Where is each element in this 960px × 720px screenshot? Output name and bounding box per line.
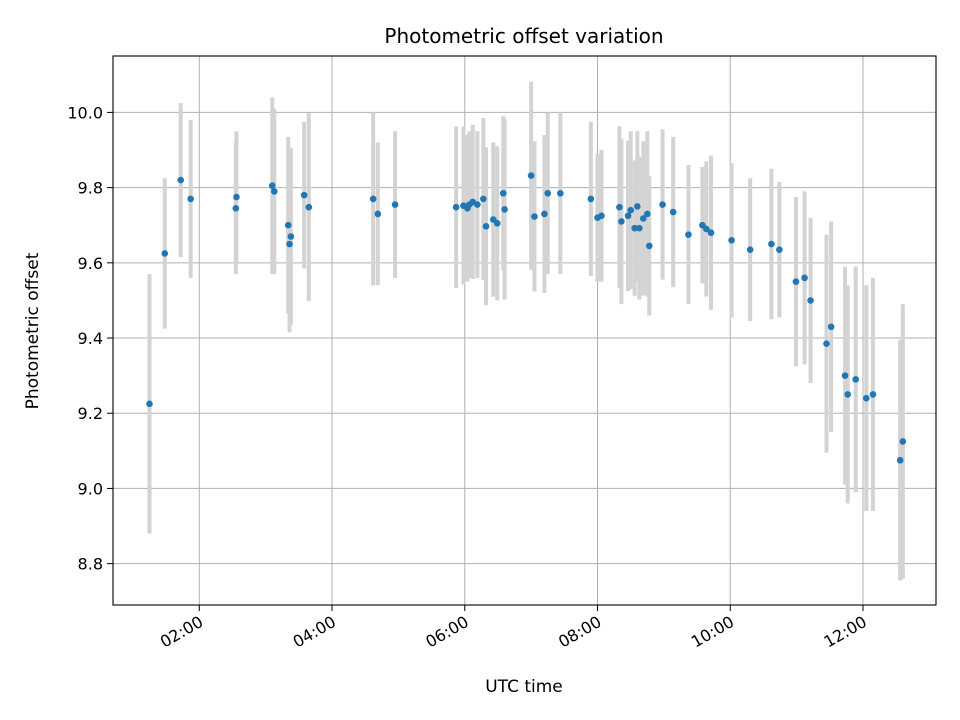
data-point-3 <box>187 195 194 203</box>
data-point-6 <box>268 182 276 190</box>
data-point-22 <box>480 195 487 203</box>
data-point-37 <box>618 218 625 225</box>
data-point-23 <box>482 223 490 230</box>
data-point-56 <box>792 278 800 285</box>
data-point-32 <box>557 189 564 197</box>
data-point-11 <box>300 191 308 199</box>
data-point-10 <box>287 233 295 240</box>
grid-lines <box>113 56 936 605</box>
data-point-5 <box>233 193 240 201</box>
data-point-25 <box>493 220 501 227</box>
data-point-15 <box>391 201 399 208</box>
y-axis-label: Photometric offset <box>23 252 43 409</box>
y-tick-label-3: 9.4 <box>78 329 103 348</box>
data-point-39 <box>627 206 634 214</box>
data-point-35 <box>598 212 605 220</box>
data-point-13 <box>369 195 377 203</box>
data-point-0 <box>146 400 153 408</box>
plot-frame <box>112 55 937 606</box>
data-point-50 <box>703 225 710 233</box>
data-point-40 <box>631 224 638 232</box>
data-point-44 <box>643 210 651 218</box>
data-points <box>146 172 907 464</box>
data-point-21 <box>474 201 481 208</box>
data-point-33 <box>587 195 595 203</box>
data-point-27 <box>501 206 508 213</box>
x-axis-label: UTC time <box>485 677 563 697</box>
y-tick-label-1: 9.0 <box>78 479 103 498</box>
data-point-65 <box>869 391 877 398</box>
data-point-9 <box>286 240 293 248</box>
data-point-29 <box>531 213 538 220</box>
data-point-28 <box>527 172 535 179</box>
data-point-62 <box>844 391 852 398</box>
y-tick-label-6: 10.0 <box>67 103 103 122</box>
data-point-36 <box>616 203 623 211</box>
y-tick-label-4: 9.6 <box>78 254 103 273</box>
data-point-61 <box>841 372 849 379</box>
data-point-46 <box>659 201 666 208</box>
data-point-1 <box>161 250 169 257</box>
data-point-48 <box>685 231 692 238</box>
y-tick-label-2: 9.2 <box>78 404 103 423</box>
data-point-8 <box>284 221 292 229</box>
data-point-4 <box>232 204 240 212</box>
data-point-66 <box>896 456 904 464</box>
y-axis-ticks: 8.8 9.0 9.2 9.4 9.6 9.8 10.0 <box>67 103 113 574</box>
y-tick-label-5: 9.8 <box>78 179 103 198</box>
data-point-42 <box>636 224 643 232</box>
y-tick-label-0: 8.8 <box>78 555 103 574</box>
data-point-58 <box>807 297 814 304</box>
data-point-45 <box>645 242 653 250</box>
data-point-52 <box>728 236 735 244</box>
data-point-7 <box>270 188 278 195</box>
data-point-59 <box>823 340 830 347</box>
chart-title: Photometric offset variation <box>384 24 663 48</box>
data-point-53 <box>746 246 754 253</box>
data-point-16 <box>452 203 460 211</box>
data-point-26 <box>499 189 507 197</box>
data-point-67 <box>899 438 907 445</box>
data-point-12 <box>305 203 313 211</box>
data-point-31 <box>544 189 552 197</box>
data-point-54 <box>768 240 775 248</box>
data-point-64 <box>863 394 870 402</box>
data-point-60 <box>827 323 835 331</box>
data-point-41 <box>634 203 641 210</box>
data-point-2 <box>177 176 184 184</box>
data-point-57 <box>801 274 808 282</box>
data-point-63 <box>852 376 859 383</box>
data-point-43 <box>640 215 647 222</box>
data-point-38 <box>624 212 632 220</box>
data-point-47 <box>669 208 677 216</box>
data-point-14 <box>374 210 382 218</box>
data-point-55 <box>776 246 783 253</box>
data-point-51 <box>707 229 715 237</box>
data-point-30 <box>541 210 548 218</box>
